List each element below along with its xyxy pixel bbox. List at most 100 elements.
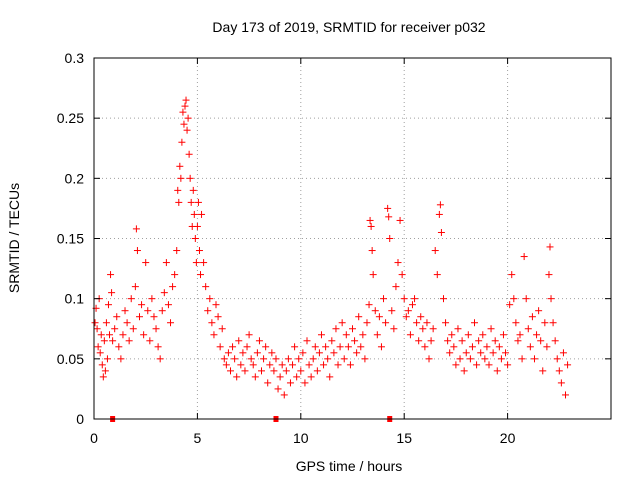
data-point	[413, 319, 421, 327]
data-point	[504, 361, 512, 369]
data-point	[179, 108, 187, 116]
data-point	[297, 367, 305, 375]
data-point	[289, 361, 297, 369]
data-point	[553, 355, 561, 363]
data-point	[535, 307, 543, 315]
data-point	[363, 319, 371, 327]
data-point	[142, 259, 150, 267]
x-tick-labels: 0 5 10 15 20	[90, 430, 515, 446]
data-point	[102, 319, 110, 327]
data-point	[113, 313, 121, 321]
data-point	[104, 301, 112, 309]
data-point	[282, 367, 290, 375]
data-point	[278, 361, 286, 369]
data-point	[344, 343, 352, 351]
data-point	[417, 313, 425, 321]
data-point	[94, 343, 102, 351]
data-point	[233, 373, 241, 381]
data-point	[328, 337, 336, 345]
data-point	[100, 337, 108, 345]
data-point	[295, 355, 303, 363]
data-point	[125, 337, 133, 345]
data-point	[138, 301, 146, 309]
data-point	[499, 331, 507, 339]
data-point	[543, 343, 551, 351]
data-point	[303, 337, 311, 345]
data-point	[175, 198, 183, 206]
data-point	[235, 337, 243, 345]
data-point	[194, 198, 202, 206]
data-point	[332, 325, 340, 333]
data-point	[190, 210, 198, 218]
data-point	[135, 313, 143, 321]
data-point	[398, 271, 406, 279]
data-point	[456, 355, 464, 363]
data-point	[127, 295, 135, 303]
data-point	[386, 235, 394, 242]
data-point	[481, 355, 489, 363]
data-point	[167, 319, 175, 327]
data-point	[458, 337, 466, 345]
data-point	[115, 343, 123, 351]
data-point	[359, 331, 367, 339]
data-point	[326, 373, 334, 381]
data-point	[264, 379, 272, 387]
y-tick-label: 0.15	[57, 231, 84, 247]
data-point	[162, 259, 170, 267]
data-point	[351, 337, 359, 345]
data-point	[366, 216, 374, 224]
data-point	[286, 379, 294, 387]
data-point	[464, 331, 472, 339]
data-point	[177, 174, 185, 182]
data-point	[557, 379, 565, 387]
x-tick-label: 5	[194, 430, 202, 446]
data-point	[336, 343, 344, 351]
data-point	[262, 343, 270, 351]
data-point	[202, 283, 210, 291]
y-axis-label: SRMTID / TECUs	[6, 183, 22, 293]
data-point	[241, 367, 249, 375]
data-point	[404, 307, 412, 315]
data-point	[380, 295, 388, 303]
data-point	[148, 295, 156, 303]
data-point	[353, 349, 361, 357]
data-point	[93, 325, 101, 333]
data-point	[183, 126, 191, 134]
data-point	[186, 174, 194, 182]
data-point	[450, 343, 458, 351]
data-point	[182, 96, 190, 104]
data-point	[468, 343, 476, 351]
data-point	[421, 343, 429, 351]
data-point	[508, 271, 516, 279]
data-point	[431, 247, 439, 255]
data-point	[377, 343, 385, 351]
data-point	[229, 343, 237, 351]
data-point	[171, 271, 179, 279]
y-tick-label: 0.1	[65, 291, 85, 307]
data-point	[342, 331, 350, 339]
data-point	[204, 307, 212, 315]
data-point	[367, 222, 375, 230]
x-tick-label: 15	[396, 430, 412, 446]
data-point	[317, 331, 325, 339]
data-point	[164, 301, 172, 309]
data-point	[385, 213, 393, 221]
data-point	[226, 367, 234, 375]
data-point	[483, 343, 491, 351]
data-point	[555, 367, 563, 375]
data-point	[154, 343, 162, 351]
data-point	[255, 337, 263, 345]
data-point	[406, 331, 414, 339]
data-point	[489, 349, 497, 357]
data-point	[514, 337, 522, 345]
data-point	[435, 210, 443, 218]
data-point	[462, 349, 470, 357]
data-point	[192, 259, 200, 267]
data-point	[392, 283, 400, 291]
data-point	[160, 289, 168, 297]
data-point	[549, 319, 557, 327]
data-point	[533, 331, 541, 339]
data-point	[375, 313, 383, 321]
data-point	[427, 337, 435, 345]
data-point	[382, 319, 390, 327]
